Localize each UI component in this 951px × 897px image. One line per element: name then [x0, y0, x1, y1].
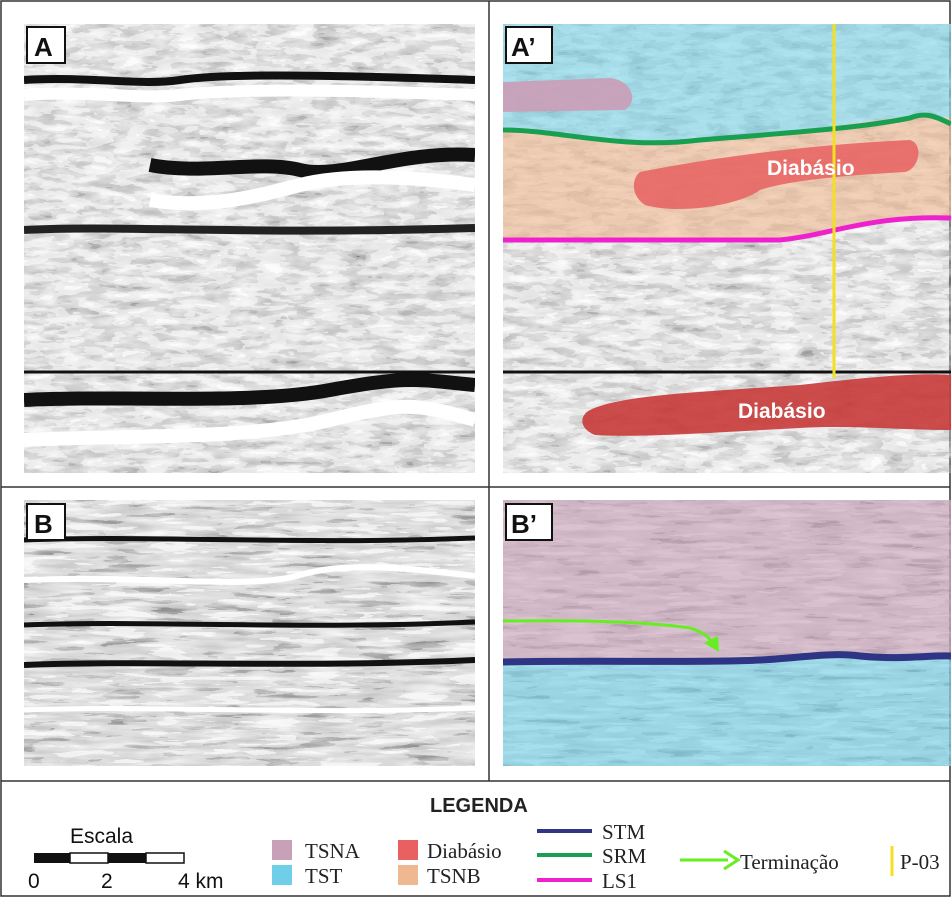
- legend-tst: TST: [305, 864, 343, 888]
- legend-srm: SRM: [602, 844, 647, 868]
- scale-segment-1: [34, 853, 70, 863]
- panel-a-prime-seismic: [503, 24, 951, 473]
- swatch-tsna: [272, 840, 292, 860]
- panel-a-prime-label: A’: [511, 32, 536, 62]
- swatch-diabasio: [398, 840, 418, 860]
- panel-b-label: B: [34, 509, 53, 539]
- legend-tsna: TSNA: [305, 839, 361, 863]
- unit-tsna-lens: [503, 78, 633, 112]
- scale-segment-2: [69, 852, 109, 864]
- panel-a-label: A: [34, 32, 53, 62]
- stm-horizon: [503, 651, 951, 666]
- panel-b-seismic: [24, 500, 475, 766]
- srm-horizon: [503, 112, 951, 146]
- legend-diabasio: Diabásio: [427, 839, 502, 863]
- swatch-termination-arrowhead: [723, 849, 741, 871]
- diabasio-upper-label: Diabásio: [767, 157, 855, 180]
- swatch-tsnb: [398, 865, 418, 885]
- unit-diabasio-lower: [582, 374, 951, 436]
- panel-a-seismic: [24, 24, 475, 473]
- swatch-tst: [272, 865, 292, 885]
- legend-ls1: LS1: [602, 869, 637, 893]
- legend-termination: Terminação: [740, 850, 839, 874]
- unit-tst-upper: [503, 24, 951, 143]
- scale-tick-2: 2: [101, 870, 113, 893]
- legend-tsnb: TSNB: [427, 864, 481, 888]
- ls1-horizon: [503, 215, 951, 243]
- scale-segment-4: [145, 852, 185, 864]
- panel-a-prime-label-box: [505, 26, 553, 64]
- legend-stm: STM: [602, 820, 646, 844]
- legend: LEGENDA Escala 0 2 4 km TSNA TST Diabási…: [28, 795, 940, 893]
- panel-b-prime-label: B’: [511, 509, 537, 539]
- unit-tsna: [503, 500, 951, 662]
- unit-diabasio-upper: [633, 140, 919, 210]
- termination-arrow-head: [704, 636, 719, 652]
- scale-title: Escala: [70, 825, 133, 848]
- panel-a-label-box: [26, 26, 66, 64]
- diabasio-lower-label: Diabásio: [738, 400, 826, 423]
- scale-bar: Escala 0 2 4 km: [28, 825, 224, 893]
- panel-b-prime-label-box: [505, 503, 553, 541]
- legend-well: P-03: [900, 850, 940, 874]
- legend-title: LEGENDA: [430, 795, 528, 817]
- unit-tst-lower: [503, 654, 951, 766]
- termination-arrow-path: [503, 619, 718, 649]
- scale-tick-0: 0: [28, 870, 40, 893]
- scale-tick-4: 4 km: [178, 870, 224, 893]
- panel-b-label-box: [26, 503, 66, 541]
- panel-b-prime-seismic: [503, 500, 951, 766]
- scale-segment-3: [108, 853, 146, 863]
